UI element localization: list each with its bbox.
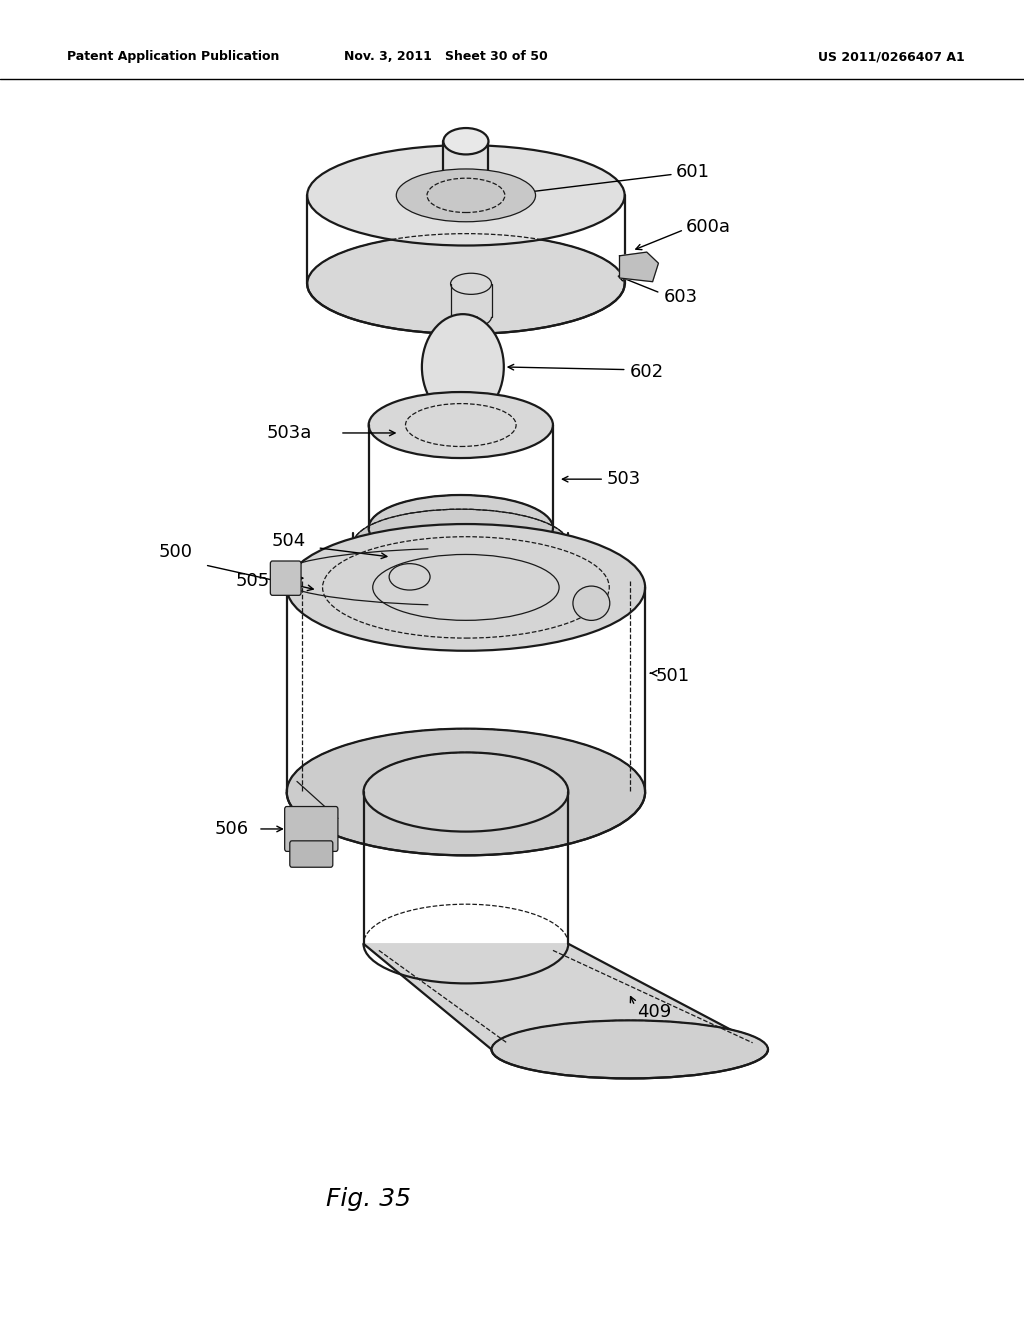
Text: 601: 601	[676, 162, 710, 181]
Ellipse shape	[396, 169, 536, 222]
FancyBboxPatch shape	[290, 841, 333, 867]
Text: Patent Application Publication: Patent Application Publication	[67, 50, 279, 63]
Text: 503a: 503a	[266, 424, 311, 442]
Ellipse shape	[287, 729, 645, 855]
Text: 503: 503	[606, 470, 640, 488]
Ellipse shape	[369, 392, 553, 458]
Ellipse shape	[443, 128, 488, 154]
Text: Nov. 3, 2011   Sheet 30 of 50: Nov. 3, 2011 Sheet 30 of 50	[344, 50, 547, 63]
Text: 602: 602	[630, 363, 664, 381]
Ellipse shape	[307, 234, 625, 334]
Ellipse shape	[492, 1020, 768, 1078]
Ellipse shape	[364, 752, 568, 832]
Text: 600a: 600a	[686, 218, 731, 236]
Circle shape	[422, 314, 504, 420]
Text: Fig. 35: Fig. 35	[326, 1187, 412, 1210]
Text: 500: 500	[159, 543, 193, 561]
FancyBboxPatch shape	[285, 807, 338, 851]
Text: 505: 505	[236, 572, 269, 590]
Polygon shape	[620, 252, 658, 281]
FancyBboxPatch shape	[270, 561, 301, 595]
Ellipse shape	[573, 586, 610, 620]
Polygon shape	[364, 944, 768, 1049]
Ellipse shape	[451, 273, 492, 294]
Ellipse shape	[369, 495, 553, 561]
Text: 603: 603	[664, 288, 697, 306]
Text: 504: 504	[271, 532, 305, 550]
Text: 409: 409	[637, 1003, 671, 1022]
Ellipse shape	[287, 524, 645, 651]
Ellipse shape	[307, 145, 625, 246]
Text: 506: 506	[215, 820, 249, 838]
Text: 501: 501	[655, 667, 689, 685]
Ellipse shape	[353, 510, 568, 578]
Text: US 2011/0266407 A1: US 2011/0266407 A1	[817, 50, 965, 63]
